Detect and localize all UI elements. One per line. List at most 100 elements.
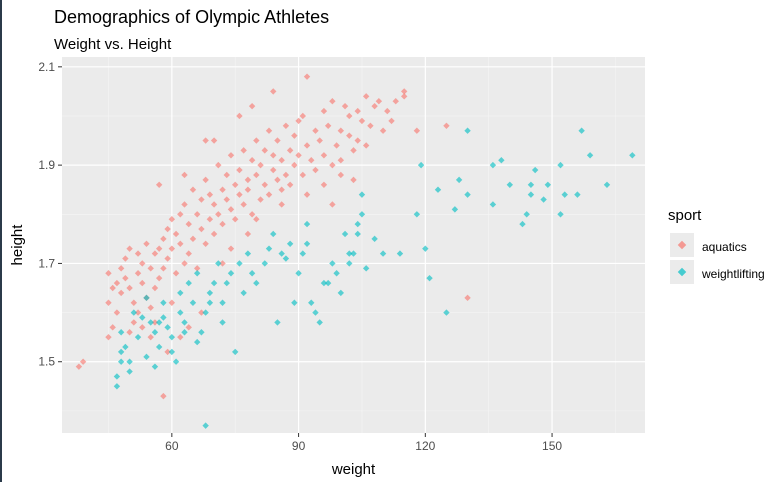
point-aquatics xyxy=(143,240,150,247)
point-weightlifting xyxy=(181,329,188,336)
point-aquatics xyxy=(227,152,235,159)
point-aquatics xyxy=(303,191,311,198)
point-weightlifting xyxy=(143,353,150,361)
point-aquatics xyxy=(388,117,395,125)
point-weightlifting xyxy=(219,319,226,326)
point-aquatics xyxy=(172,230,180,238)
point-aquatics xyxy=(261,181,268,188)
point-weightlifting xyxy=(244,250,252,257)
point-aquatics xyxy=(223,171,230,179)
point-weightlifting xyxy=(358,211,366,218)
point-weightlifting xyxy=(362,265,370,272)
point-aquatics xyxy=(270,166,277,174)
point-weightlifting xyxy=(291,299,298,306)
point-aquatics xyxy=(413,127,421,134)
point-weightlifting xyxy=(189,299,197,306)
point-weightlifting xyxy=(155,343,163,351)
point-aquatics xyxy=(155,245,163,252)
point-weightlifting xyxy=(172,358,180,365)
point-aquatics xyxy=(139,279,146,287)
point-aquatics xyxy=(79,358,87,365)
point-weightlifting xyxy=(346,250,353,257)
point-aquatics xyxy=(278,186,285,193)
point-aquatics xyxy=(113,309,121,316)
point-weightlifting xyxy=(274,319,281,326)
point-weightlifting xyxy=(168,348,176,356)
point-aquatics xyxy=(122,274,129,282)
point-aquatics xyxy=(362,142,370,149)
point-weightlifting xyxy=(117,329,125,336)
point-aquatics xyxy=(236,191,243,198)
point-weightlifting xyxy=(379,250,387,257)
point-aquatics xyxy=(270,152,277,159)
point-weightlifting xyxy=(574,191,581,198)
point-aquatics xyxy=(126,284,133,292)
point-weightlifting xyxy=(134,333,142,341)
point-aquatics xyxy=(346,132,353,139)
legend-label-weightlifting: weightlifting xyxy=(702,267,765,281)
point-aquatics xyxy=(109,324,116,331)
chart-subtitle: Weight vs. Height xyxy=(54,36,172,53)
legend-label-aquatics: aquatics xyxy=(702,240,747,254)
point-aquatics xyxy=(346,112,353,120)
point-aquatics xyxy=(126,245,133,252)
point-aquatics xyxy=(464,294,471,302)
point-aquatics xyxy=(168,215,176,223)
point-weightlifting xyxy=(354,220,361,228)
point-aquatics xyxy=(282,171,290,179)
point-aquatics xyxy=(367,122,374,130)
point-weightlifting xyxy=(489,161,497,169)
point-weightlifting xyxy=(557,211,564,218)
point-weightlifting xyxy=(151,363,159,370)
point-aquatics xyxy=(155,181,163,188)
point-aquatics xyxy=(270,88,277,95)
point-weightlifting xyxy=(434,186,442,193)
point-weightlifting xyxy=(193,270,201,277)
point-aquatics xyxy=(291,132,298,139)
point-aquatics xyxy=(312,166,319,174)
point-aquatics xyxy=(282,122,290,130)
point-aquatics xyxy=(371,102,378,110)
point-aquatics xyxy=(316,137,323,144)
point-aquatics xyxy=(308,157,315,164)
point-weightlifting xyxy=(126,368,133,375)
point-aquatics xyxy=(299,171,307,179)
point-aquatics xyxy=(341,102,349,110)
point-weightlifting xyxy=(443,309,450,316)
point-weightlifting xyxy=(240,289,247,297)
point-aquatics xyxy=(320,152,328,159)
point-weightlifting xyxy=(371,235,378,243)
point-aquatics xyxy=(172,270,180,277)
point-weightlifting xyxy=(160,299,167,306)
point-aquatics xyxy=(155,274,163,282)
legend-key-aquatics xyxy=(670,233,694,257)
point-aquatics xyxy=(329,98,336,105)
point-weightlifting xyxy=(603,181,611,188)
point-aquatics xyxy=(253,137,260,144)
point-weightlifting xyxy=(286,240,294,247)
chart-title: Demographics of Olympic Athletes xyxy=(54,7,330,27)
point-aquatics xyxy=(257,196,264,203)
point-aquatics xyxy=(337,157,345,164)
point-weightlifting xyxy=(223,279,230,287)
point-aquatics xyxy=(134,270,142,277)
point-aquatics xyxy=(333,142,340,149)
point-weightlifting xyxy=(455,176,463,184)
point-aquatics xyxy=(164,348,171,356)
point-aquatics xyxy=(248,157,256,164)
point-weightlifting xyxy=(531,166,539,174)
point-aquatics xyxy=(244,176,252,184)
point-weightlifting xyxy=(422,245,429,252)
x-tick-label: 90 xyxy=(292,439,306,453)
point-aquatics xyxy=(151,319,159,326)
point-aquatics xyxy=(362,93,370,100)
point-weightlifting xyxy=(308,299,315,306)
point-weightlifting xyxy=(341,230,349,238)
point-aquatics xyxy=(320,181,328,188)
point-aquatics xyxy=(392,98,399,105)
point-aquatics xyxy=(117,265,125,272)
point-weightlifting xyxy=(540,196,547,203)
point-aquatics xyxy=(185,220,192,228)
point-aquatics xyxy=(324,122,332,130)
point-aquatics xyxy=(147,265,154,272)
